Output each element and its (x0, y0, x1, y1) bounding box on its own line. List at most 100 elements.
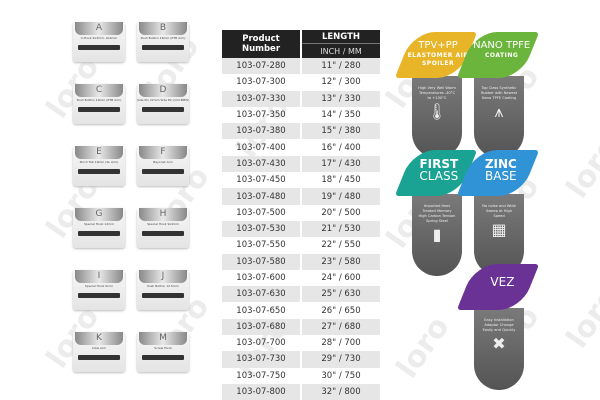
adapter-desc: Special Hook 12mm (83, 222, 115, 226)
adapter-letter: I (75, 270, 123, 283)
table-row: 103-07-530 21" / 530 (222, 220, 380, 238)
length: 17" / 430 (302, 155, 380, 173)
length: 20" / 500 (321, 207, 361, 218)
length: 13" / 330 (302, 90, 380, 107)
product-number: 103-07-450 (236, 175, 286, 186)
adapter-desc: Special Hook 9mm (84, 284, 114, 288)
table-row: 103-07-400 16" / 400 (222, 139, 380, 155)
length: 12" / 300 (321, 77, 361, 88)
table-row: 103-07-300 12" / 300 (222, 74, 380, 90)
length: 30" / 750 (321, 370, 361, 381)
adapter-image (142, 169, 184, 174)
length: 21" / 530 (302, 220, 380, 238)
adapter-desc: Special Hook 9x4mm (147, 222, 179, 226)
table-row: 103-07-350 14" / 350 (222, 107, 380, 123)
tools-icon: ✖ (492, 334, 506, 353)
table-row: 103-07-500 20" / 500 (222, 205, 380, 221)
adapter-letter: J (139, 270, 187, 283)
adapter-image (78, 231, 120, 236)
adapter-image (78, 169, 120, 174)
adapter-card: F Bayonet Arm (137, 146, 189, 186)
product-number: 103-07-730 (222, 351, 300, 368)
table-row: 103-07-680 27" / 680 (222, 318, 380, 336)
table-row: 103-07-430 17" / 430 (222, 155, 380, 173)
adapter-letter: K (75, 332, 123, 345)
adapter-card: B Push Button 16mm (PTB Arm) (137, 22, 189, 62)
adapter-image (78, 293, 120, 298)
badge-subtitle: CLASS (419, 169, 459, 183)
badge-description: Easy Installation Adaptor Change Easily … (474, 308, 524, 390)
table-row: 103-07-280 11" / 280 (222, 58, 380, 75)
adapter-card: E Pinch Tab 19mm (SL Arm) (73, 146, 125, 186)
adapter-desc: Screw Hook (154, 346, 172, 350)
length: 27" / 680 (302, 318, 380, 336)
adapter-letter: A (75, 22, 123, 35)
length: 11" / 280 (302, 58, 380, 75)
badge-title: NANO TPFE (473, 40, 531, 51)
adapter-card: H Special Hook 9x4mm (137, 208, 189, 248)
product-number: 103-07-380 (222, 123, 300, 140)
badge-text: Top Class Synthetic Rubber with Newest N… (480, 86, 518, 100)
adapter-image (78, 107, 120, 112)
table-row: 103-07-700 28" / 700 (222, 335, 380, 351)
badge-title: TPV+PP (418, 40, 458, 51)
table-row: 103-07-550 22" / 550 (222, 237, 380, 253)
badge-description: High Very Well Warm Temperatures -40°C t… (412, 76, 462, 158)
length: 23" / 580 (302, 253, 380, 270)
length: 32" / 800 (302, 383, 380, 400)
table-row: 103-07-330 13" / 330 (222, 90, 380, 107)
adapter-image (142, 45, 184, 50)
table-row: 103-07-450 18" / 450 (222, 172, 380, 188)
zinc-base-icon: ▦ (491, 220, 507, 239)
wiper-edge-icon: ⩚ (494, 102, 504, 121)
adapter-letter: B (139, 22, 187, 35)
adapter-letter: M (139, 332, 187, 345)
badge-description: Imported Heat Treated Memory High Carbon… (412, 194, 462, 276)
adapter-image (142, 355, 184, 360)
product-number: 103-07-680 (222, 318, 300, 336)
adapter-desc: Push Button 19mm (PTB Arm) (76, 98, 122, 102)
length: 28" / 700 (321, 338, 361, 349)
table-row: 103-07-600 24" / 600 (222, 270, 380, 286)
length: 25" / 630 (302, 286, 380, 303)
table-row: 103-07-800 32" / 800 (222, 383, 380, 400)
product-number: 103-07-650 (236, 305, 286, 316)
adapter-letter: H (139, 208, 187, 221)
length: 16" / 400 (321, 142, 361, 153)
badge-text: High Very Well Warm Temperatures -40°C t… (418, 86, 456, 100)
product-number: 103-07-600 (236, 273, 286, 283)
adapter-desc: Pinch Tab 19mm (SL Arm) (79, 160, 119, 164)
length: 18" / 450 (321, 175, 361, 186)
table-row: 103-07-650 26" / 650 (222, 302, 380, 318)
badge-text: Imported Heat Treated Memory High Carbon… (418, 204, 456, 223)
adapter-card: J Push Button 12.5mm (137, 270, 189, 310)
adapter-card: A U-Hook 9x3mm, 9x4mm (73, 22, 125, 62)
adapter-image (78, 45, 120, 50)
table-row: 103-07-480 19" / 480 (222, 188, 380, 205)
badge-title: VEZ (490, 275, 515, 289)
table-row: 103-07-380 15" / 380 (222, 123, 380, 140)
length: 24" / 600 (321, 273, 361, 283)
adapter-desc: Push Button 16mm (PTB Arm) (140, 36, 186, 40)
adapter-letter: D (139, 84, 187, 97)
adapter-desc: Side Pin 22mm Side Pin (Old BMW) (137, 98, 189, 102)
loro-watermark: loro (559, 280, 600, 355)
adapter-card: C Push Button 19mm (PTB Arm) (73, 84, 125, 124)
adapter-desc: U-Hook 9x3mm, 9x4mm (80, 36, 118, 40)
adapter-letter: G (75, 208, 123, 221)
length: 15" / 380 (302, 123, 380, 140)
table-row: 103-07-750 30" / 750 (222, 368, 380, 384)
product-number: 103-07-400 (236, 142, 286, 153)
adapter-card: M Screw Hook (137, 332, 189, 372)
adapter-card: G Special Hook 12mm (73, 208, 125, 248)
length: 26" / 650 (321, 305, 361, 316)
loro-watermark: loro (389, 310, 457, 385)
adapter-card: D Side Pin 22mm Side Pin (Old BMW) (137, 84, 189, 124)
product-number: 103-07-480 (222, 188, 300, 205)
adapter-desc: Bayonet Arm (153, 160, 173, 164)
product-number: 103-07-530 (222, 220, 300, 238)
col-product-number: Product Number (222, 30, 300, 58)
adapter-image (78, 355, 120, 360)
badge-text: Easy Installation Adaptor Change Easily … (482, 318, 516, 332)
thermometer-icon: 🌡 (426, 102, 448, 121)
